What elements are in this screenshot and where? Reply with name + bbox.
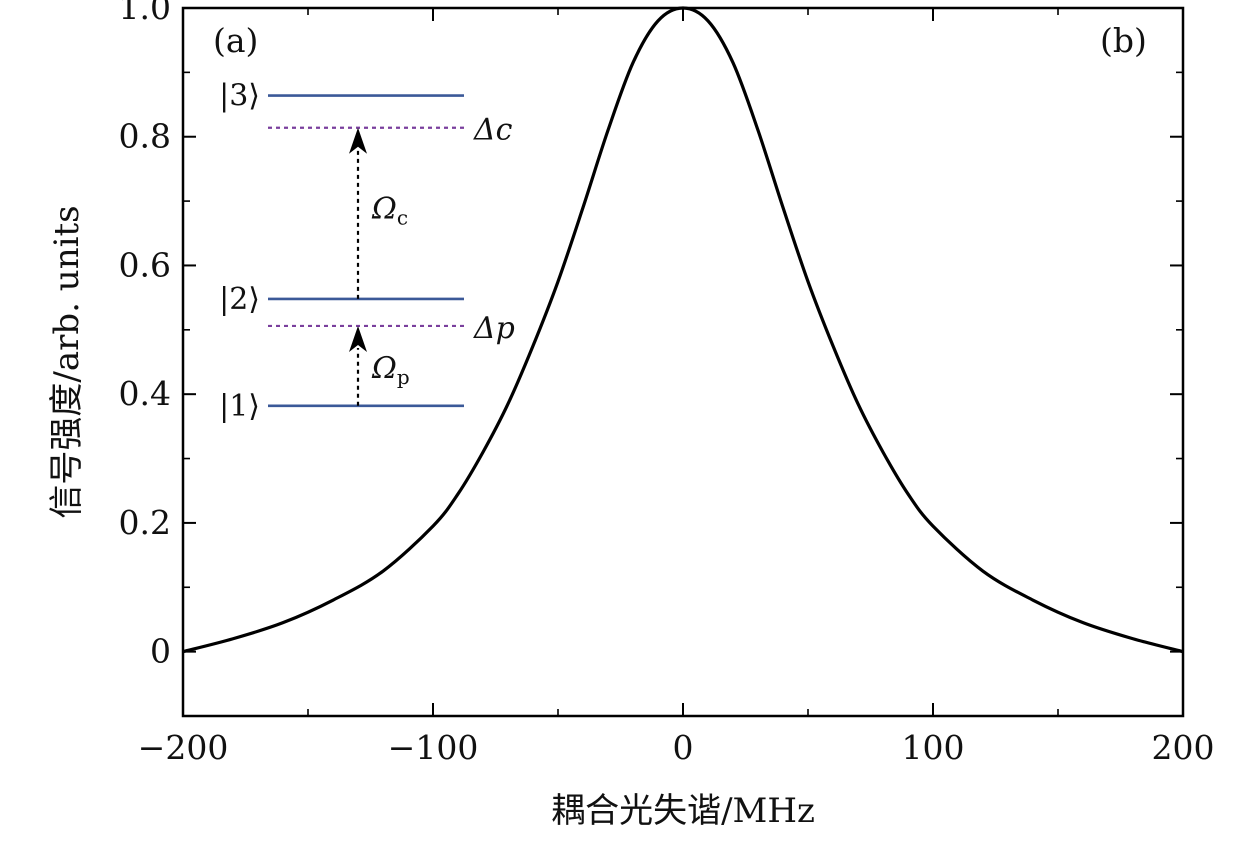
rabi-frequency-label: Ωc <box>371 191 408 229</box>
detuning-label: Δc <box>473 113 513 148</box>
transition-arrow-head <box>349 325 367 352</box>
x-tick-label: −100 <box>388 728 479 767</box>
tick-layer: −200 −100 0 100 200 0 0.2 0.4 0.6 0.8 1.0 <box>119 0 1215 767</box>
plot-frame <box>181 6 1185 718</box>
energy-level-label: |2⟩ <box>219 282 260 317</box>
rabi-frequency-subscript: c <box>397 205 408 229</box>
y-tick-label: 0.2 <box>119 503 171 542</box>
y-tick-label: 0.4 <box>119 374 171 413</box>
series-line-0 <box>182 6 1184 654</box>
x-tick-label: 200 <box>1152 728 1215 767</box>
x-tick-label: 0 <box>673 728 694 767</box>
x-tick-label: −200 <box>138 728 229 767</box>
x-axis-label: 耦合光失谐/MHz <box>551 791 815 831</box>
transition-arrow-head <box>349 127 367 154</box>
x-tick-label: 100 <box>902 728 965 767</box>
y-axis-label: 信号强度/arb. units <box>47 205 87 518</box>
rabi-frequency-label: Ωp <box>371 351 410 389</box>
y-tick-label: 0.8 <box>119 117 171 156</box>
energy-level-label: |3⟩ <box>219 79 260 114</box>
energy-level-inset: |3⟩ |2⟩ |1⟩ Δc Δp Ωc Ωp <box>219 79 515 424</box>
y-tick-label: 0.6 <box>119 245 171 284</box>
panel-label-a: (a) <box>213 21 258 60</box>
detuning-label: Δp <box>473 311 515 346</box>
y-tick-label: 1.0 <box>119 0 171 27</box>
energy-level-label: |1⟩ <box>219 389 260 424</box>
rabi-frequency-subscript: p <box>397 365 410 389</box>
label-layer: (a) (b) 耦合光失谐/MHz 信号强度/arb. units <box>47 21 1147 831</box>
y-tick-label: 0 <box>150 632 171 671</box>
panel-label-b: (b) <box>1100 21 1147 60</box>
curve-layer <box>182 6 1184 654</box>
